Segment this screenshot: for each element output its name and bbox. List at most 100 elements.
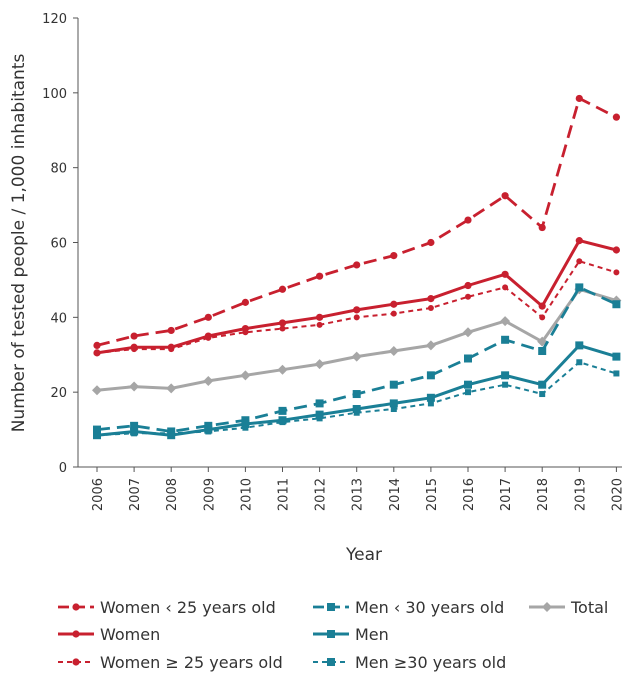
data-point [612, 352, 621, 361]
data-point [93, 341, 101, 349]
data-point [241, 298, 249, 306]
legend: Women ‹ 25 years old Women Women ≥ 25 year… [58, 598, 608, 672]
data-point [94, 432, 100, 439]
y-tick-label: 40 [50, 311, 67, 326]
data-point [166, 383, 177, 394]
data-point [464, 216, 472, 224]
data-point [612, 246, 621, 254]
data-point [539, 314, 546, 321]
data-point [316, 272, 324, 280]
data-point [501, 335, 510, 344]
legend-item-0: Women ‹ 25 years old [58, 598, 276, 617]
data-point [168, 430, 175, 437]
data-point [388, 346, 399, 357]
data-point [427, 238, 435, 247]
data-point [241, 419, 250, 428]
data-point [203, 375, 214, 386]
data-point [575, 283, 584, 292]
data-point [576, 359, 583, 366]
data-point [316, 313, 324, 321]
legend-marker [327, 630, 335, 638]
data-point [390, 300, 398, 308]
data-point [613, 370, 620, 377]
data-point [278, 285, 287, 293]
x-tick-label: 2020 [610, 478, 625, 511]
legend-label: Men ≥30 years old [355, 653, 506, 672]
data-point [279, 419, 286, 426]
series-6 [92, 284, 622, 396]
x-tick-label: 2008 [165, 478, 180, 511]
data-point [352, 405, 361, 414]
y-ticks: 0 20 40 60 80 100 120 [42, 12, 78, 476]
data-point [316, 415, 323, 422]
legend-item-6: Total [529, 598, 608, 617]
data-point [353, 306, 361, 314]
data-point [130, 332, 138, 340]
data-point [316, 321, 323, 328]
y-tick-label: 100 [42, 87, 67, 102]
data-point [390, 251, 398, 260]
data-point [538, 347, 547, 356]
data-point [501, 371, 510, 380]
x-tick-label: 2017 [499, 478, 514, 511]
y-tick-label: 80 [50, 162, 67, 177]
y-tick-label: 120 [42, 12, 67, 27]
data-point [575, 341, 584, 350]
data-point [279, 325, 286, 332]
data-point [353, 261, 361, 269]
x-ticks: 2006 2007 2008 2009 2010 2011 2012 2013 2014 2015… [91, 467, 625, 511]
legend-label: Total [570, 598, 608, 617]
legend-marker [72, 603, 80, 611]
data-point [351, 351, 362, 362]
x-tick-label: 2007 [128, 478, 143, 511]
data-point [538, 380, 547, 389]
data-point [500, 316, 511, 327]
data-point [353, 314, 360, 321]
legend-item-4: Men [313, 625, 389, 644]
y-tick-label: 60 [50, 237, 67, 252]
data-point [277, 364, 288, 375]
data-point [538, 223, 546, 232]
legend-item-3: Men ‹ 30 years old [313, 598, 504, 617]
data-point [390, 406, 397, 413]
data-point [352, 390, 361, 399]
data-point [314, 359, 325, 370]
data-point [501, 270, 509, 278]
x-tick-label: 2016 [462, 478, 477, 511]
y-tick-label: 20 [50, 386, 67, 401]
legend-label: Women ‹ 25 years old [100, 598, 276, 617]
data-point [205, 428, 212, 435]
data-point [131, 430, 138, 437]
data-point [539, 391, 546, 398]
data-point [168, 346, 175, 353]
series-5 [94, 359, 620, 439]
data-point [204, 313, 212, 321]
data-point [205, 334, 212, 341]
data-point [93, 425, 101, 434]
data-point [390, 310, 397, 317]
x-tick-label: 2018 [536, 478, 551, 511]
legend-item-5: Men ≥30 years old [313, 653, 506, 672]
data-point [465, 293, 471, 300]
data-point [92, 385, 102, 396]
data-point [464, 354, 472, 363]
data-point [426, 393, 435, 402]
data-point [167, 326, 175, 335]
data-point [389, 399, 398, 408]
data-point [278, 319, 287, 327]
data-point [465, 389, 471, 396]
x-tick-label: 2013 [351, 478, 366, 511]
legend-marker [327, 658, 335, 666]
data-point [131, 346, 138, 353]
x-tick-label: 2011 [277, 478, 292, 511]
data-point [427, 400, 434, 407]
data-point [427, 295, 435, 303]
x-axis-title: Year [345, 545, 382, 565]
data-point [426, 371, 435, 380]
series-2 [94, 258, 620, 356]
data-point [278, 406, 287, 415]
series-line [96, 239, 617, 355]
legend-label: Men ‹ 30 years old [355, 598, 504, 617]
legend-label: Women ≥ 25 years old [100, 653, 283, 672]
